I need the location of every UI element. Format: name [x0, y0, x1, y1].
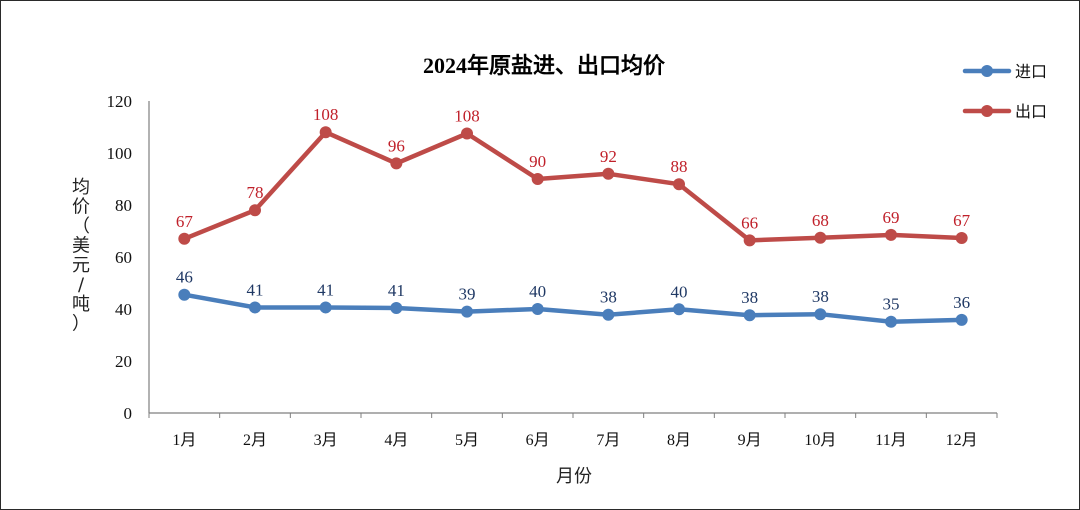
series-layer: 46 41 41 41 39 40 38 40 38 38 35 36 67 78 108 96 108 90 92…: [176, 105, 971, 328]
data-point: [602, 308, 615, 321]
data-label: 39: [459, 285, 476, 304]
y-axis-title: 均价（美元/吨）: [72, 177, 90, 335]
data-point: [955, 232, 968, 245]
data-point: [390, 157, 403, 170]
data-point: [531, 303, 544, 315]
data-label: 88: [671, 157, 688, 176]
data-point: [390, 301, 403, 314]
data-point: [885, 228, 897, 241]
x-tick-label: 1月: [172, 432, 196, 449]
y-axis-title-char: ）: [72, 314, 90, 335]
x-tick-label: 3月: [314, 432, 338, 449]
y-tick-label: 120: [107, 92, 133, 111]
data-label: 41: [317, 280, 334, 299]
chart-title: 2024年原盐进、出口均价: [423, 53, 666, 78]
series-import: 46 41 41 41 39 40 38 40 38 38 35 36: [176, 268, 970, 328]
y-tick-label: 100: [107, 144, 133, 163]
y-tick-label: 40: [115, 300, 132, 319]
y-axis-title-char: /: [78, 275, 85, 296]
x-tick-labels: 1月 2月 3月 4月 5月 6月 7月 8月 9月 10月 11月 12月: [148, 413, 998, 449]
x-tick-label: 8月: [667, 432, 691, 449]
y-axis-title-char: 美: [72, 236, 90, 257]
legend-marker: [981, 65, 993, 77]
data-label: 36: [953, 293, 970, 312]
data-point: [743, 234, 756, 247]
data-label: 78: [247, 183, 264, 202]
y-axis-title-char: 均: [72, 177, 90, 198]
data-label: 40: [671, 282, 688, 301]
x-tick-label: 6月: [526, 432, 550, 449]
y-tick-label: 60: [115, 248, 132, 267]
y-tick-label: 0: [124, 404, 133, 423]
data-label: 38: [741, 288, 758, 307]
data-label: 108: [313, 105, 339, 124]
x-tick-label: 12月: [946, 432, 978, 449]
series-line: [182, 292, 964, 324]
data-point: [319, 301, 332, 314]
x-tick-label: 10月: [804, 432, 836, 449]
data-point: [955, 313, 968, 326]
legend-item-export: 出口: [962, 102, 1047, 121]
data-label: 38: [812, 287, 829, 306]
y-tick-labels: 0 20 40 60 80 100 120: [107, 92, 133, 423]
data-point: [249, 301, 261, 314]
data-point: [814, 231, 827, 244]
legend-label: 进口: [1015, 62, 1047, 81]
data-point: [602, 167, 615, 180]
data-label: 90: [529, 152, 546, 171]
y-axis-title-char: （: [72, 216, 90, 237]
data-point: [249, 204, 261, 217]
legend-marker: [981, 105, 993, 117]
x-tick-label: 9月: [738, 432, 762, 449]
data-label: 96: [388, 136, 405, 155]
x-tick-label: 4月: [384, 432, 408, 449]
series-line: [182, 129, 964, 243]
data-point: [814, 308, 827, 321]
data-label: 46: [176, 268, 193, 287]
data-point: [461, 305, 473, 318]
data-label: 35: [883, 295, 900, 314]
legend-item-import: 进口: [962, 62, 1047, 81]
data-point: [673, 303, 685, 316]
y-axis-title-char: 价: [72, 197, 90, 218]
data-label: 41: [388, 281, 405, 300]
data-label: 66: [741, 213, 758, 232]
series-export: 67 78 108 96 108 90 92 88 66 68 69 67: [176, 105, 971, 247]
x-tick-label: 2月: [243, 432, 267, 449]
data-label: 67: [953, 211, 971, 230]
data-label: 108: [454, 107, 480, 126]
data-point: [885, 315, 897, 328]
y-axis-title-char: 吨: [72, 294, 90, 315]
y-axis-title-char: 元: [72, 255, 90, 276]
data-point: [178, 288, 191, 301]
data-point: [461, 127, 473, 140]
legend-label: 出口: [1015, 102, 1047, 121]
data-label: 40: [529, 282, 546, 301]
data-label: 38: [600, 288, 617, 307]
y-tick-label: 20: [115, 352, 132, 371]
x-tick-label: 7月: [596, 432, 620, 449]
data-point: [319, 126, 332, 139]
data-label: 69: [883, 208, 900, 227]
y-tick-label: 80: [115, 196, 132, 215]
data-point: [178, 232, 191, 245]
data-label: 67: [176, 212, 194, 231]
data-point: [531, 173, 544, 185]
data-label: 92: [600, 147, 617, 166]
x-axis-title: 月份: [556, 466, 592, 487]
x-tick-label: 11月: [875, 432, 906, 449]
data-label: 41: [247, 280, 264, 299]
data-label: 68: [812, 211, 829, 230]
data-point: [743, 309, 756, 322]
x-tick-label: 5月: [455, 432, 479, 449]
data-point: [673, 178, 685, 191]
